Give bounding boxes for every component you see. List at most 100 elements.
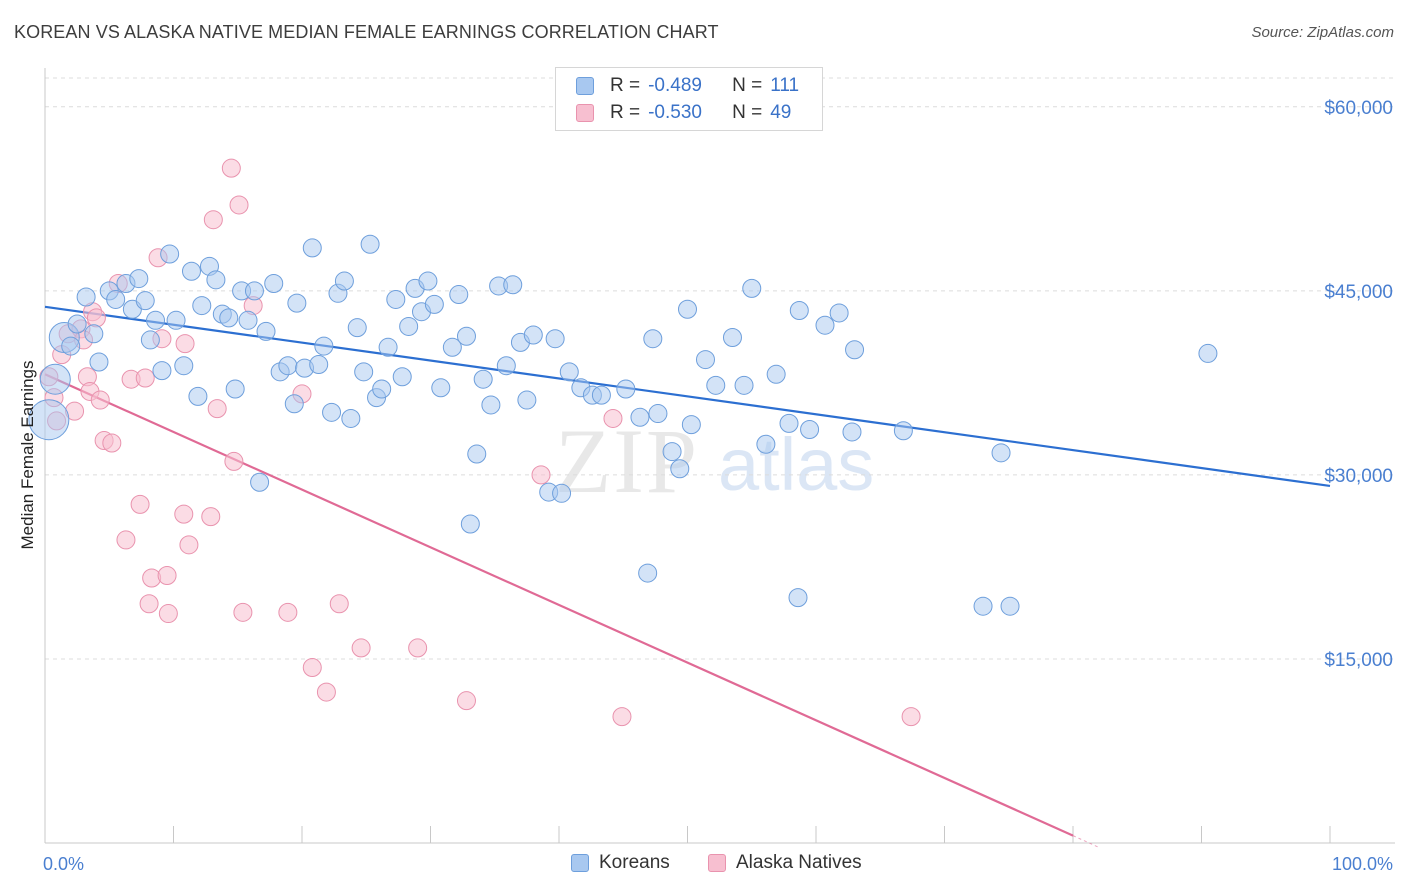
koreans-point xyxy=(302,238,322,258)
koreans-point xyxy=(973,596,993,616)
series-legend: Koreans Alaska Natives xyxy=(0,852,1406,878)
koreans-point xyxy=(734,375,754,395)
alaska-natives-point xyxy=(90,390,110,410)
alaska-natives-point xyxy=(224,451,244,471)
koreans-point xyxy=(442,337,462,357)
koreans-point xyxy=(360,234,380,254)
y-axis-label: Median Female Earnings xyxy=(18,360,37,550)
alaska-natives-point xyxy=(86,308,106,328)
correlation-legend: R = -0.489 N = 111 R = -0.530 N = 49 xyxy=(555,67,823,131)
y-tick-label: $60,000 xyxy=(1324,98,1393,119)
koreans-point xyxy=(152,361,172,381)
koreans-point xyxy=(695,350,715,370)
koreans-point xyxy=(431,378,451,398)
koreans-point xyxy=(76,287,96,307)
koreans-point xyxy=(845,340,865,360)
koreans-point xyxy=(788,588,808,608)
gridlines xyxy=(45,77,1395,660)
alaska-natives-point xyxy=(139,594,159,614)
koreans-point xyxy=(84,324,104,344)
alaska-natives-point xyxy=(179,535,199,555)
chart-title: KOREAN VS ALASKA NATIVE MEDIAN FEMALE EA… xyxy=(14,22,719,42)
koreans-point xyxy=(354,362,374,382)
koreans-point xyxy=(503,275,523,295)
koreans-point xyxy=(192,296,212,316)
alaska-natives-point xyxy=(116,530,136,550)
alaska-natives-point xyxy=(158,604,178,624)
alaska-natives-swatch xyxy=(708,854,726,872)
koreans-point xyxy=(146,310,166,330)
koreans-point xyxy=(789,300,809,320)
koreans-point xyxy=(481,395,501,415)
koreans-point xyxy=(991,443,1011,463)
koreans-point xyxy=(67,314,87,334)
koreans-point xyxy=(467,444,487,464)
koreans-point xyxy=(630,407,650,427)
koreans-point xyxy=(225,379,245,399)
source-label: Source: ZipAtlas.com xyxy=(1251,24,1394,41)
y-tick-label: $45,000 xyxy=(1324,282,1393,303)
legend-n-label: N = xyxy=(732,75,763,96)
x-tick-labels: 0.0% 100.0% xyxy=(43,854,1393,874)
koreans-point xyxy=(278,356,298,376)
koreans-point xyxy=(418,271,438,291)
alaska-natives-point xyxy=(351,638,371,658)
legend-r-value: -0.489 xyxy=(648,75,702,96)
koreans-point xyxy=(815,315,835,335)
koreans-point xyxy=(250,472,270,492)
koreans-point xyxy=(256,321,276,341)
koreans-point xyxy=(1000,596,1020,616)
legend-n-value: 49 xyxy=(770,102,792,123)
legend-row-alaska-natives: R = -0.530 N = 49 xyxy=(576,101,791,125)
koreans-point xyxy=(160,244,180,264)
koreans-point xyxy=(140,330,160,350)
alaska-natives-point xyxy=(278,602,298,622)
koreans-point xyxy=(129,269,149,289)
koreans-point xyxy=(779,413,799,433)
koreans-point xyxy=(392,367,412,387)
alaska-natives-point xyxy=(203,210,223,230)
alaska-natives-point xyxy=(174,504,194,524)
koreans-point xyxy=(386,289,406,309)
koreans-point xyxy=(523,325,543,345)
koreans-point xyxy=(678,299,697,319)
koreans-point xyxy=(264,273,284,293)
legend-label-koreans: Koreans xyxy=(599,852,670,873)
koreans-point xyxy=(166,310,186,330)
koreans-swatch xyxy=(576,77,594,95)
koreans-point xyxy=(334,271,354,291)
axes xyxy=(44,68,1395,844)
koreans-point xyxy=(314,336,334,356)
koreans-point xyxy=(473,369,493,389)
alaska-natives-point xyxy=(221,158,241,178)
koreans-point xyxy=(517,390,537,410)
koreans-point xyxy=(496,356,516,376)
koreans-point xyxy=(456,326,476,346)
koreans-point xyxy=(244,281,264,301)
legend-item-koreans[interactable]: Koreans xyxy=(571,852,670,874)
koreans-point xyxy=(742,278,762,298)
koreans-point xyxy=(206,270,226,290)
koreans-point xyxy=(670,459,690,479)
alaska-natives-trend-line xyxy=(44,373,1074,837)
koreans-point xyxy=(106,289,126,309)
koreans-point xyxy=(89,352,109,372)
koreans-point xyxy=(706,375,726,395)
koreans-point xyxy=(638,563,658,583)
alaska-natives-point xyxy=(157,566,177,586)
koreans-point xyxy=(829,303,849,323)
legend-r-value: -0.530 xyxy=(648,102,702,123)
alaska-natives-point xyxy=(456,691,476,711)
koreans-point xyxy=(559,362,579,382)
legend-n-label: N = xyxy=(732,102,763,123)
koreans-point xyxy=(322,402,342,422)
koreans-point xyxy=(28,399,70,441)
alaska-natives-point xyxy=(207,399,227,419)
alaska-natives-point xyxy=(408,638,428,658)
koreans-point xyxy=(287,293,307,313)
koreans-point xyxy=(399,316,419,336)
legend-row-koreans: R = -0.489 N = 111 xyxy=(576,74,799,98)
legend-item-alaska-natives[interactable]: Alaska Natives xyxy=(708,852,862,874)
koreans-point xyxy=(61,336,81,356)
alaska-natives-point xyxy=(130,494,150,514)
